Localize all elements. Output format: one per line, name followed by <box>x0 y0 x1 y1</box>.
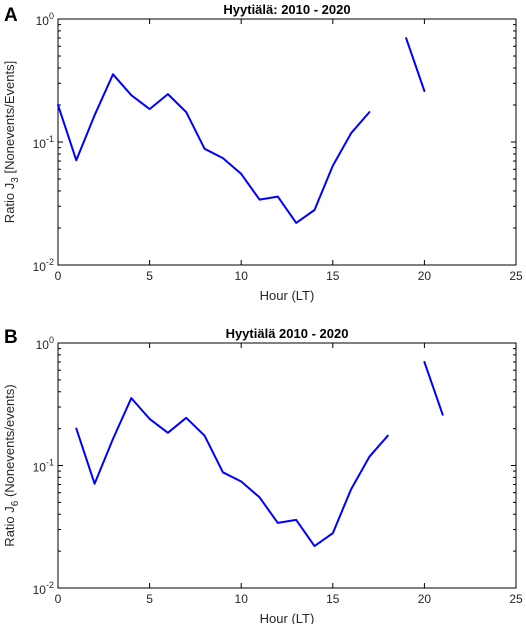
y-tick-label: 100 <box>36 11 54 28</box>
y-axis-label: Ratio J6 (Nonevents/events) <box>2 384 21 546</box>
panel-label: A <box>4 5 18 26</box>
plot-area-frame <box>57 18 517 266</box>
x-tick-label: 0 <box>55 269 62 283</box>
x-tick-label: 10 <box>235 269 249 283</box>
panel-label: B <box>4 327 18 348</box>
series-line-segment-2 <box>405 37 426 92</box>
x-tick-label: 15 <box>326 269 340 283</box>
y-axis-label: Ratio J3 [Nonevents/Events] <box>2 61 21 223</box>
chart-panel-b: B Hyytiälä 2010 - 2020 0 5 10 15 20 25 10-2 10-1 1… <box>2 326 523 624</box>
x-axis-label: Hour (LT) <box>260 288 315 303</box>
series-line-segment-1 <box>57 73 371 224</box>
y-tick-label: 10-2 <box>33 580 54 597</box>
y-tick-label: 10-1 <box>33 134 54 151</box>
x-tick-label: 25 <box>509 269 523 283</box>
x-tick-label: 5 <box>146 269 153 283</box>
plot-area-frame <box>57 342 517 589</box>
x-tick-label: 25 <box>509 592 523 606</box>
chart-panel-a: A Hyytiälä: 2010 - 2020 0 5 10 15 20 25 10-2 10-1… <box>2 2 523 303</box>
series-line-segment-1 <box>75 397 389 548</box>
y-tick-label: 10-1 <box>33 458 54 475</box>
x-tick-label: 10 <box>235 592 249 606</box>
chart-title: Hyytiälä: 2010 - 2020 <box>223 2 350 17</box>
x-tick-label: 20 <box>418 592 432 606</box>
chart-title: Hyytiälä 2010 - 2020 <box>226 326 349 341</box>
series-line-segment-2 <box>423 361 444 416</box>
y-tick-label: 100 <box>36 335 54 352</box>
x-axis-label: Hour (LT) <box>260 611 315 624</box>
x-tick-label: 0 <box>55 592 62 606</box>
x-tick-label: 5 <box>146 592 153 606</box>
y-tick-label: 10-2 <box>33 257 54 274</box>
x-tick-label: 20 <box>418 269 432 283</box>
x-tick-label: 15 <box>326 592 340 606</box>
